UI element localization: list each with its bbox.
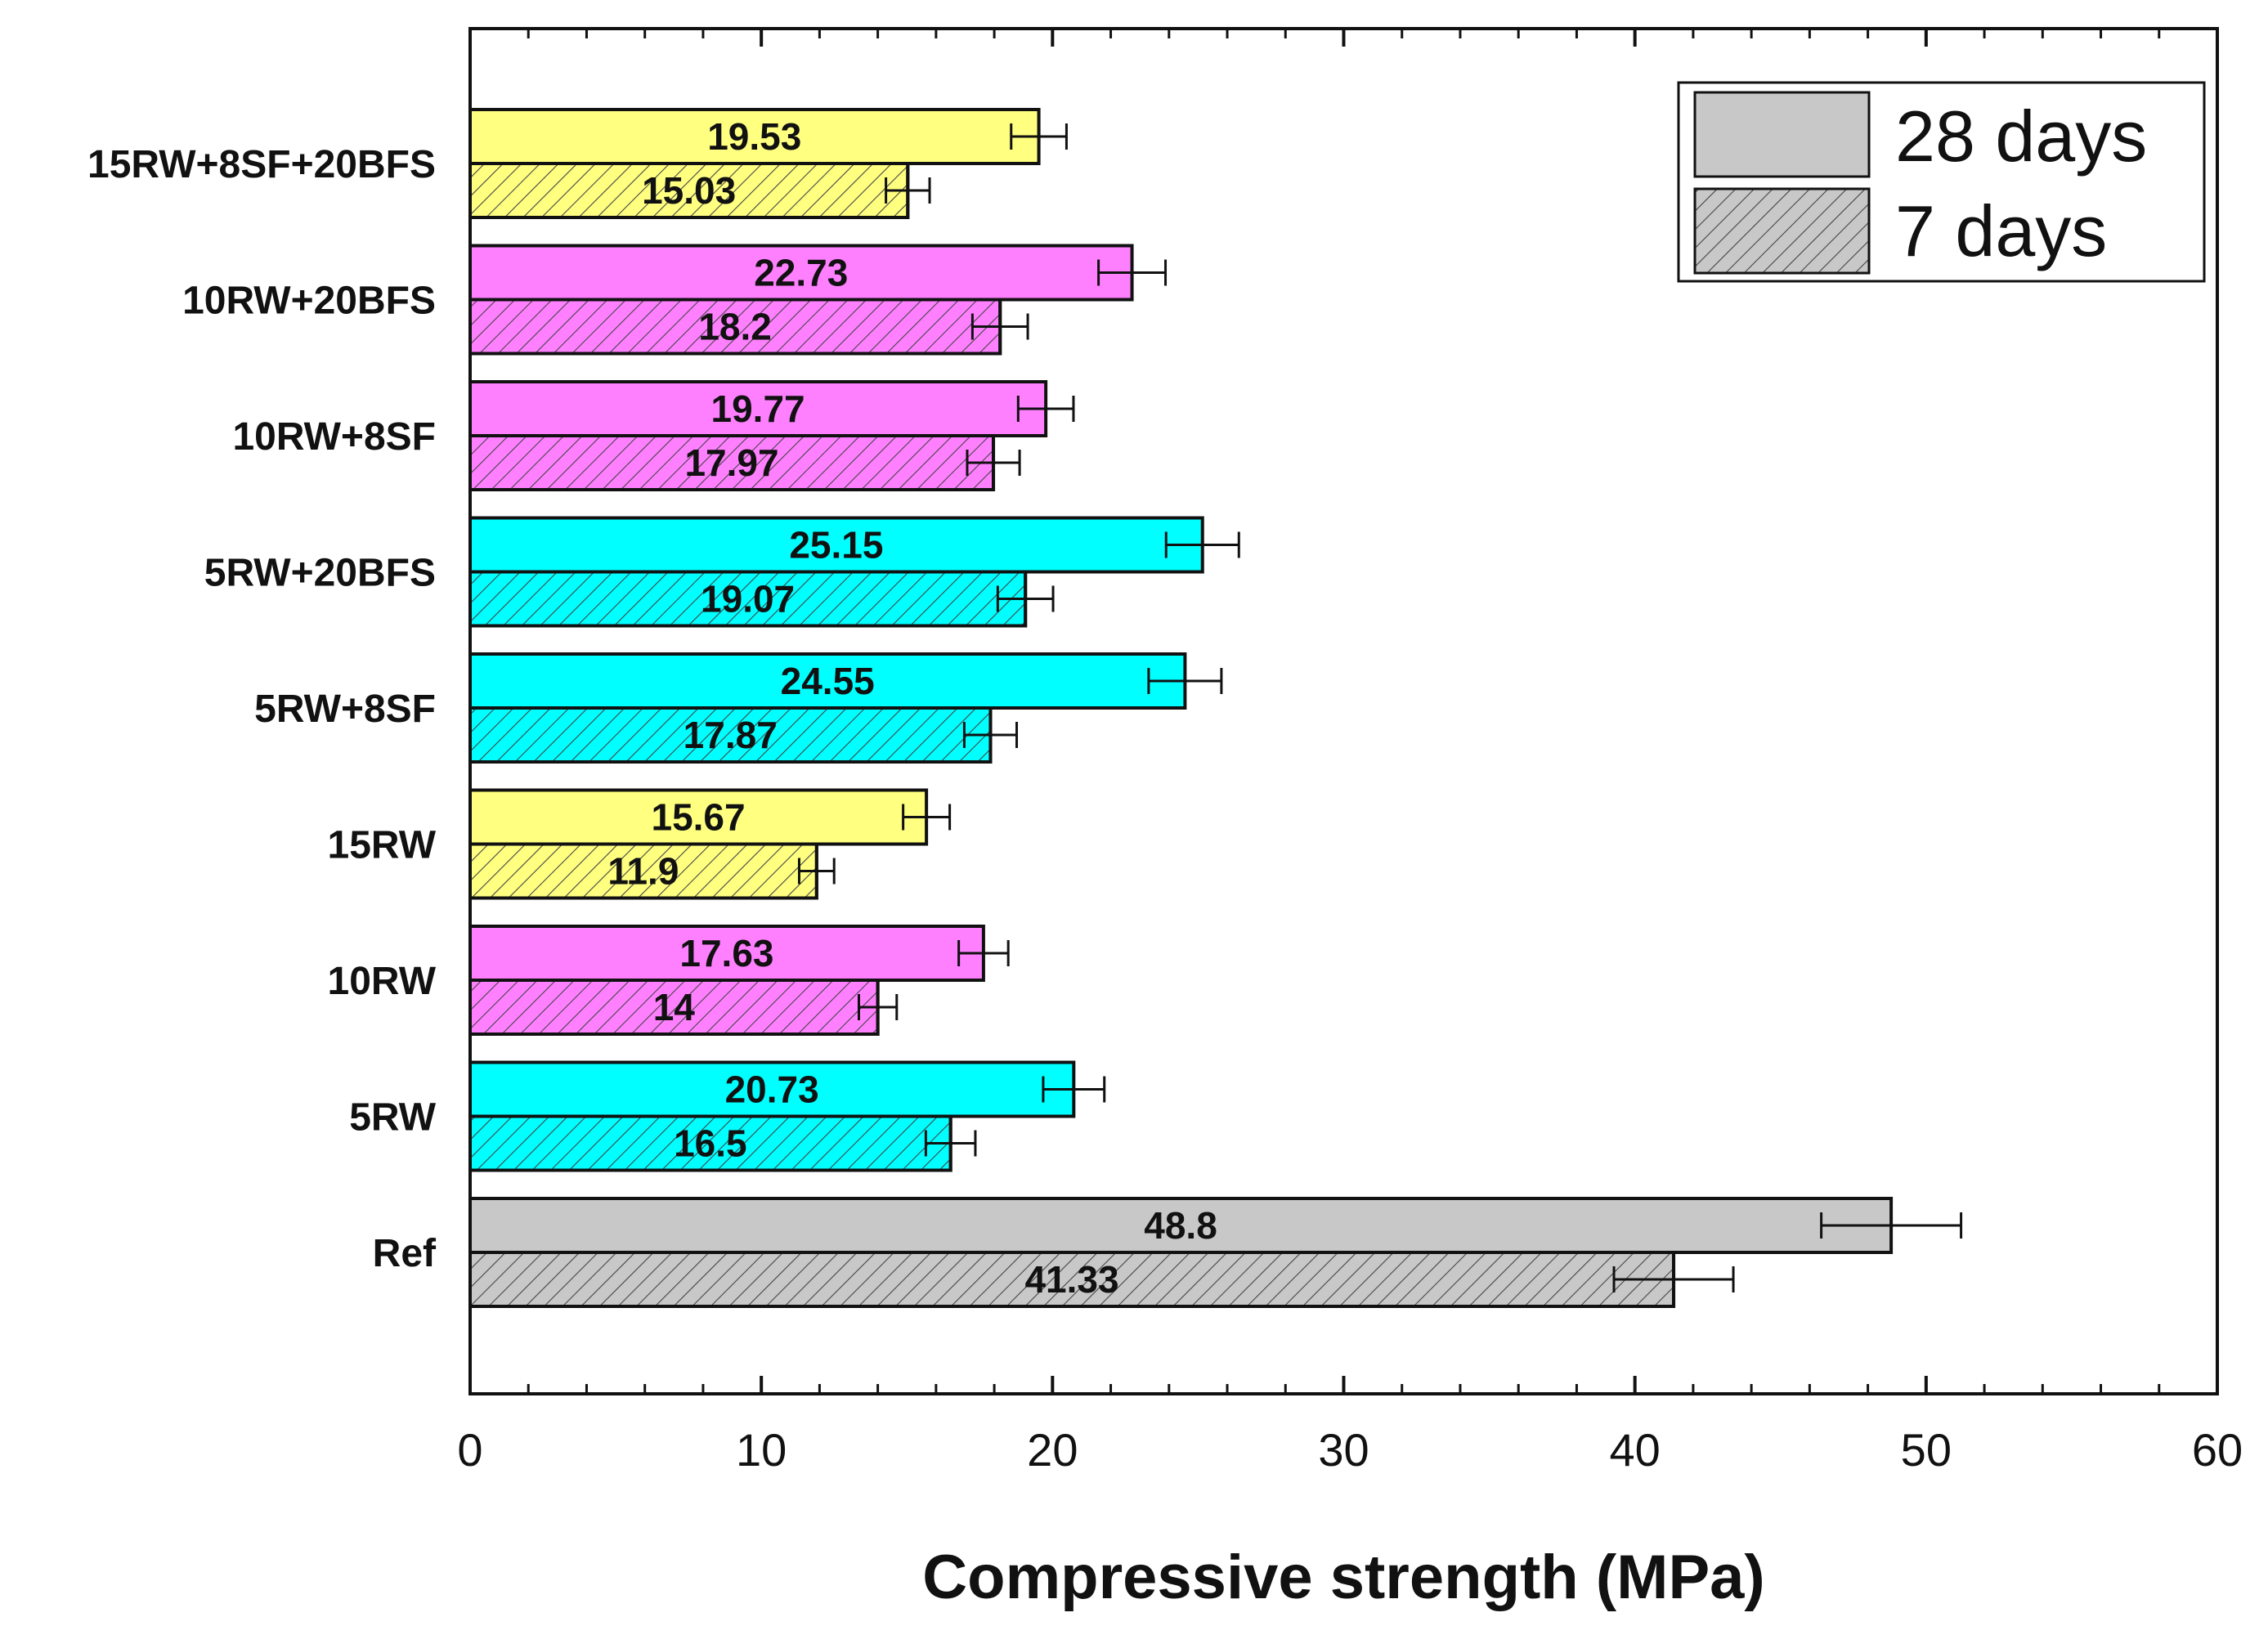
bar-10rw-20bfs-28-days: [468, 244, 1134, 302]
category-label-5rw: 5RW: [349, 1096, 436, 1140]
tick-label-10: 10: [736, 1424, 787, 1476]
x-axis-title: Compressive strength (MPa): [922, 1543, 1764, 1612]
value-label-ref-28-days: 48.8: [1144, 1204, 1217, 1247]
value-label-10rw-8sf-7-days: 17.97: [684, 441, 778, 484]
legend: 28 days 7 days: [1677, 81, 2206, 283]
tick-label-40: 40: [1610, 1424, 1661, 1476]
x-axis-ticks: 0 10 20 30 40 50 60: [457, 29, 2243, 1476]
legend-label-28-days: 28 days: [1895, 96, 2147, 177]
category-label-15rw: 15RW: [328, 824, 437, 867]
category-label-5rw-8sf: 5RW+8SF: [254, 688, 436, 731]
tick-label-60: 60: [2192, 1424, 2243, 1476]
tick-label-30: 30: [1318, 1424, 1369, 1476]
bars-layer: [468, 108, 1894, 1308]
category-label-5rw-20bfs: 5RW+20BFS: [204, 552, 436, 595]
value-label-5rw-8sf-28-days: 24.55: [781, 660, 875, 702]
bar-value-labels: 48.841.3320.7316.517.631415.6711.924.551…: [607, 115, 1217, 1301]
legend-swatch-28-days: [1693, 91, 1871, 178]
category-label-10rw-20bfs: 10RW+20BFS: [182, 280, 436, 323]
value-label-15rw-28-days: 15.67: [651, 796, 745, 839]
tick-label-50: 50: [1901, 1424, 1952, 1476]
category-label-ref: Ref: [373, 1232, 437, 1275]
value-label-5rw-8sf-7-days: 17.87: [684, 714, 778, 756]
value-label-15rw-7-days: 11.9: [607, 850, 679, 893]
value-label-15rw-8sf-20bfs-28-days: 19.53: [707, 115, 801, 158]
bar-hatch-15rw-7-days: [468, 842, 818, 900]
value-label-5rw-20bfs-7-days: 19.07: [701, 578, 795, 620]
y-axis-category-labels: Ref 5RW 10RW 15RW 5RW+8SF 5RW+20BFS 10RW+8SF 10…: [87, 143, 437, 1275]
value-label-ref-7-days: 41.33: [1024, 1258, 1118, 1301]
value-label-10rw-7-days: 14: [653, 986, 696, 1028]
category-label-10rw: 10RW: [328, 960, 437, 1003]
value-label-10rw-8sf-28-days: 19.77: [711, 387, 805, 430]
value-label-10rw-28-days: 17.63: [679, 932, 773, 974]
legend-swatch-7-days-hatch: [1693, 187, 1871, 275]
bar-hatch-ref-7-days: [468, 1251, 1676, 1308]
tick-label-20: 20: [1027, 1424, 1078, 1476]
value-label-5rw-28-days: 20.73: [725, 1068, 819, 1111]
value-label-15rw-8sf-20bfs-7-days: 15.03: [642, 169, 736, 212]
error-bars-layer: [797, 123, 1963, 1292]
category-label-15rw-8sf-20bfs: 15RW+8SF+20BFS: [87, 143, 436, 186]
bar-10rw-8sf-28-days: [468, 380, 1048, 437]
value-label-10rw-20bfs-28-days: 22.73: [754, 252, 848, 294]
tick-label-0: 0: [457, 1424, 482, 1476]
value-label-5rw-7-days: 16.5: [674, 1122, 747, 1165]
category-label-10rw-8sf: 10RW+8SF: [232, 415, 436, 459]
legend-label-7-days: 7 days: [1895, 190, 2107, 271]
value-label-5rw-20bfs-28-days: 25.15: [789, 524, 883, 567]
value-label-10rw-20bfs-7-days: 18.2: [698, 306, 772, 348]
